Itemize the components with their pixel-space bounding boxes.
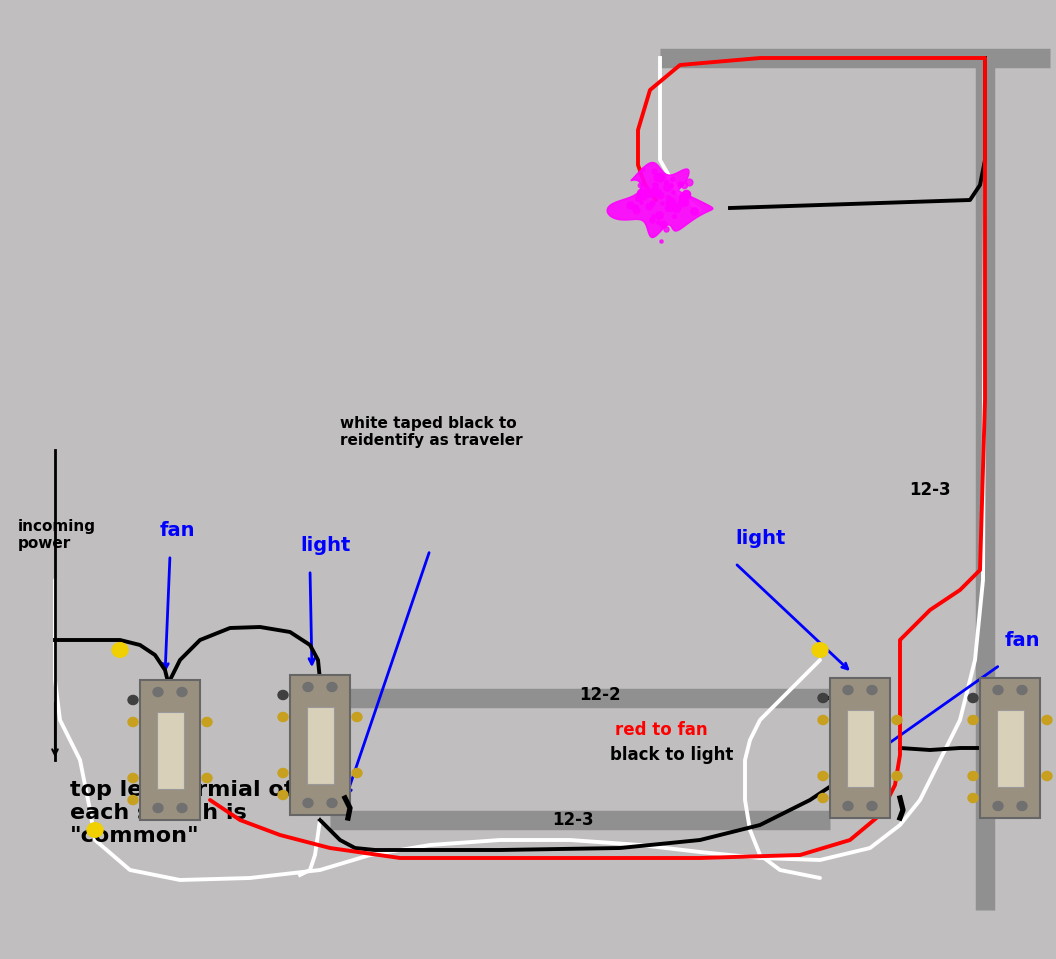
Circle shape (352, 713, 362, 721)
Circle shape (968, 793, 978, 803)
Circle shape (87, 823, 103, 837)
Bar (997, 710, 1023, 786)
Circle shape (1042, 715, 1052, 725)
Circle shape (818, 693, 828, 703)
Text: 12-2: 12-2 (579, 686, 621, 704)
Circle shape (867, 686, 876, 694)
Circle shape (177, 688, 187, 696)
Circle shape (818, 793, 828, 803)
Circle shape (153, 804, 163, 812)
Circle shape (128, 695, 138, 705)
Circle shape (202, 774, 212, 783)
Circle shape (278, 690, 288, 699)
Bar (290, 675, 350, 815)
Circle shape (968, 715, 978, 725)
Circle shape (843, 802, 853, 810)
Circle shape (278, 768, 288, 778)
Circle shape (303, 683, 313, 691)
Circle shape (892, 715, 902, 725)
Text: top left termial of
each switch is
"common": top left termial of each switch is "comm… (70, 780, 294, 847)
Text: fan: fan (1005, 631, 1040, 650)
Bar (830, 678, 890, 818)
Circle shape (1017, 686, 1027, 694)
Text: black to light: black to light (610, 746, 733, 764)
Circle shape (818, 715, 828, 725)
Text: light: light (300, 536, 351, 555)
Bar (847, 710, 873, 786)
Circle shape (128, 774, 138, 783)
Circle shape (818, 771, 828, 781)
Text: light: light (735, 529, 786, 548)
Text: white taped black to
reidentify as traveler: white taped black to reidentify as trave… (340, 415, 523, 448)
Circle shape (303, 799, 313, 807)
Circle shape (843, 686, 853, 694)
Circle shape (812, 643, 828, 657)
Bar (156, 712, 184, 788)
Circle shape (153, 688, 163, 696)
Circle shape (1042, 771, 1052, 781)
Circle shape (128, 795, 138, 805)
Circle shape (278, 790, 288, 800)
Circle shape (968, 771, 978, 781)
Circle shape (968, 693, 978, 703)
Circle shape (202, 717, 212, 727)
Bar (140, 680, 200, 820)
Text: incoming
power: incoming power (18, 519, 96, 551)
Text: 12-3: 12-3 (909, 481, 950, 499)
Circle shape (892, 771, 902, 781)
Bar (980, 678, 1040, 818)
Text: 12-3: 12-3 (552, 811, 593, 829)
Circle shape (128, 717, 138, 727)
Circle shape (867, 802, 876, 810)
Circle shape (177, 804, 187, 812)
Circle shape (993, 686, 1003, 694)
Text: fan: fan (161, 521, 195, 540)
Polygon shape (607, 162, 713, 238)
Circle shape (112, 643, 128, 657)
Circle shape (993, 802, 1003, 810)
Circle shape (327, 683, 337, 691)
Circle shape (1017, 802, 1027, 810)
Circle shape (327, 799, 337, 807)
Circle shape (278, 713, 288, 721)
Text: red to fan: red to fan (615, 721, 708, 739)
Bar (306, 707, 334, 784)
Circle shape (352, 768, 362, 778)
